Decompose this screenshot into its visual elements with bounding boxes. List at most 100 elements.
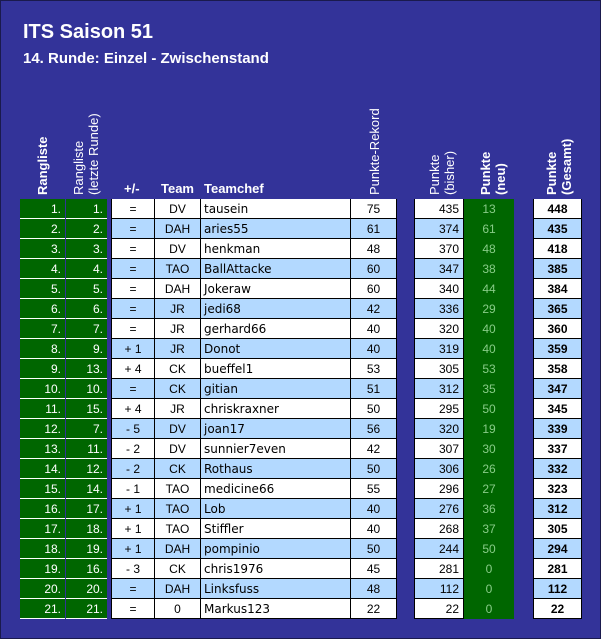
- prev-rank-cell: 4.: [66, 259, 107, 279]
- teamchef-cell: joan17: [201, 419, 351, 439]
- new-points-cell: 35: [464, 379, 514, 399]
- rank-cell: 3.: [20, 239, 65, 259]
- new-points-cell: 29: [464, 299, 514, 319]
- change-cell: + 4: [111, 399, 155, 419]
- change-cell: - 2: [111, 459, 155, 479]
- prior-points-cell: 22: [414, 599, 464, 619]
- record-cell: 50: [351, 539, 397, 559]
- total-points-cell: 347: [533, 379, 582, 399]
- total-points-cell: 305: [533, 519, 582, 539]
- total-points-cell: 332: [533, 459, 582, 479]
- rank-cell: 13.: [20, 439, 65, 459]
- rank-cell: 4.: [20, 259, 65, 279]
- header-rangliste: Rangliste: [35, 136, 50, 195]
- new-points-cell: 37: [464, 519, 514, 539]
- record-cell: 53: [351, 359, 397, 379]
- new-points-cell: 38: [464, 259, 514, 279]
- record-cell: 51: [351, 379, 397, 399]
- record-cell: 40: [351, 319, 397, 339]
- prior-points-cell: 305: [414, 359, 464, 379]
- rank-cell: 20.: [20, 579, 65, 599]
- change-cell: =: [111, 239, 155, 259]
- page-title: ITS Saison 51: [23, 21, 154, 43]
- new-points-cell: 30: [464, 439, 514, 459]
- team-cell: CK: [155, 359, 201, 379]
- team-cell: DAH: [155, 219, 201, 239]
- table-row: 11. 15. + 4 JR chriskraxner 50 295 50 345: [1, 399, 600, 419]
- prior-points-cell: 306: [414, 459, 464, 479]
- change-cell: =: [111, 199, 155, 219]
- rank-cell: 6.: [20, 299, 65, 319]
- rank-cell: 1.: [20, 199, 65, 219]
- prior-points-cell: 340: [414, 279, 464, 299]
- new-points-cell: 19: [464, 419, 514, 439]
- prev-rank-cell: 18.: [66, 519, 107, 539]
- header-punkte-rekord: Punkte-Rekord: [367, 108, 382, 195]
- rank-cell: 11.: [20, 399, 65, 419]
- teamchef-cell: henkman: [201, 239, 351, 259]
- record-cell: 60: [351, 259, 397, 279]
- header-punkte-bisher: Punkte: [427, 154, 442, 195]
- table-row: 20. 20. = DAH Linksfuss 48 112 0 112: [1, 579, 600, 599]
- rank-cell: 19.: [20, 559, 65, 579]
- team-cell: DV: [155, 439, 201, 459]
- prior-points-cell: 296: [414, 479, 464, 499]
- change-cell: - 5: [111, 419, 155, 439]
- teamchef-cell: Rothaus: [201, 459, 351, 479]
- table-row: 19. 16. - 3 CK chris1976 45 281 0 281: [1, 559, 600, 579]
- prev-rank-cell: 3.: [66, 239, 107, 259]
- team-cell: CK: [155, 459, 201, 479]
- record-cell: 48: [351, 239, 397, 259]
- record-cell: 40: [351, 499, 397, 519]
- total-points-cell: 359: [533, 339, 582, 359]
- rank-cell: 15.: [20, 479, 65, 499]
- teamchef-cell: Stiffler: [201, 519, 351, 539]
- change-cell: + 1: [111, 539, 155, 559]
- teamchef-cell: gerhard66: [201, 319, 351, 339]
- table-row: 8. 9. + 1 JR Donot 40 319 40 359: [1, 339, 600, 359]
- total-points-cell: 385: [533, 259, 582, 279]
- table-row: 1. 1. = DV tausein 75 435 13 448: [1, 199, 600, 219]
- rank-cell: 16.: [20, 499, 65, 519]
- new-points-cell: 50: [464, 539, 514, 559]
- total-points-cell: 112: [533, 579, 582, 599]
- new-points-cell: 53: [464, 359, 514, 379]
- change-cell: - 3: [111, 559, 155, 579]
- prev-rank-cell: 19.: [66, 539, 107, 559]
- teamchef-cell: gitian: [201, 379, 351, 399]
- table-row: 16. 17. + 1 TAO Lob 40 276 36 312: [1, 499, 600, 519]
- rank-cell: 8.: [20, 339, 65, 359]
- new-points-cell: 44: [464, 279, 514, 299]
- table-row: 14. 12. - 2 CK Rothaus 50 306 26 332: [1, 459, 600, 479]
- prior-points-cell: 268: [414, 519, 464, 539]
- table-row: 12. 7. - 5 DV joan17 56 320 19 339: [1, 419, 600, 439]
- new-points-cell: 13: [464, 199, 514, 219]
- header-teamchef: Teamchef: [204, 181, 264, 196]
- total-points-cell: 22: [533, 599, 582, 619]
- prior-points-cell: 435: [414, 199, 464, 219]
- table-row: 21. 21. = 0 Markus123 22 22 0 22: [1, 599, 600, 619]
- table-row: 2. 2. = DAH aries55 61 374 61 435: [1, 219, 600, 239]
- total-points-cell: 384: [533, 279, 582, 299]
- rank-cell: 21.: [20, 599, 65, 619]
- total-points-cell: 345: [533, 399, 582, 419]
- total-points-cell: 312: [533, 499, 582, 519]
- teamchef-cell: sunnier7even: [201, 439, 351, 459]
- header-punkte-gesamt: Punkte: [544, 151, 559, 195]
- rank-cell: 7.: [20, 319, 65, 339]
- team-cell: JR: [155, 319, 201, 339]
- teamchef-cell: aries55: [201, 219, 351, 239]
- rank-cell: 12.: [20, 419, 65, 439]
- prior-points-cell: 295: [414, 399, 464, 419]
- new-points-cell: 40: [464, 339, 514, 359]
- total-points-cell: 337: [533, 439, 582, 459]
- prior-points-cell: 312: [414, 379, 464, 399]
- teamchef-cell: Linksfuss: [201, 579, 351, 599]
- record-cell: 40: [351, 339, 397, 359]
- prev-rank-cell: 21.: [66, 599, 107, 619]
- header-punkte-gesamt-sub: (Gesamt): [559, 138, 574, 195]
- header-rangliste-letzte: Rangliste: [71, 140, 86, 195]
- table-row: 5. 5. = DAH Jokeraw 60 340 44 384: [1, 279, 600, 299]
- change-cell: - 1: [111, 479, 155, 499]
